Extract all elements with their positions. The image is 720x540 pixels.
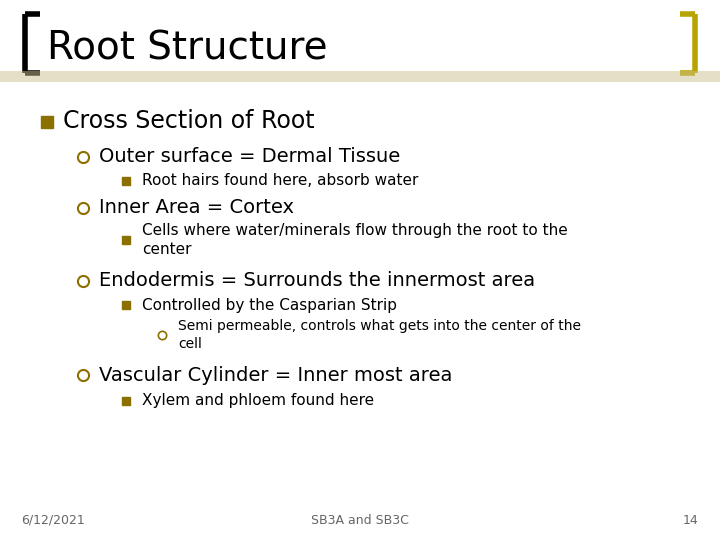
Text: Root hairs found here, absorb water: Root hairs found here, absorb water bbox=[142, 173, 418, 188]
Text: 14: 14 bbox=[683, 514, 698, 526]
Text: Cross Section of Root: Cross Section of Root bbox=[63, 110, 314, 133]
Text: Outer surface = Dermal Tissue: Outer surface = Dermal Tissue bbox=[99, 147, 400, 166]
Text: Controlled by the Casparian Strip: Controlled by the Casparian Strip bbox=[142, 298, 397, 313]
Text: Vascular Cylinder = Inner most area: Vascular Cylinder = Inner most area bbox=[99, 366, 452, 385]
Text: 6/12/2021: 6/12/2021 bbox=[22, 514, 86, 526]
Text: Endodermis = Surrounds the innermost area: Endodermis = Surrounds the innermost are… bbox=[99, 271, 535, 291]
Text: Xylem and phloem found here: Xylem and phloem found here bbox=[142, 393, 374, 408]
Text: Cells where water/minerals flow through the root to the
center: Cells where water/minerals flow through … bbox=[142, 223, 567, 258]
Text: SB3A and SB3C: SB3A and SB3C bbox=[311, 514, 409, 526]
Text: Inner Area = Cortex: Inner Area = Cortex bbox=[99, 198, 294, 218]
Text: Semi permeable, controls what gets into the center of the
cell: Semi permeable, controls what gets into … bbox=[178, 319, 581, 350]
Text: Root Structure: Root Structure bbox=[47, 30, 328, 68]
